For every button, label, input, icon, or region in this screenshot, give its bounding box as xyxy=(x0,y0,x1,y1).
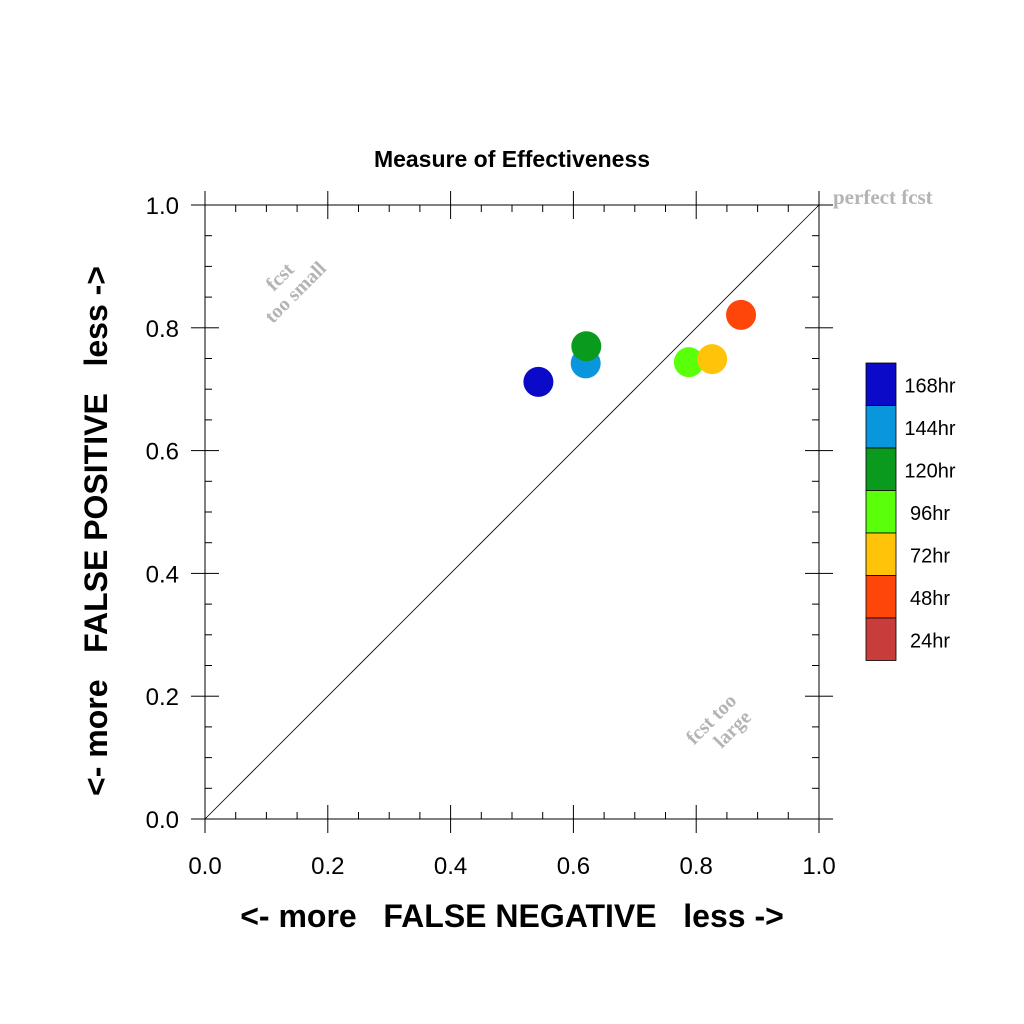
legend-swatch-24hr xyxy=(865,617,897,661)
too-large-annotation: fcst too large xyxy=(682,690,756,753)
x-tick-label: 1.0 xyxy=(802,853,835,880)
y-tick-labels: 0.0 0.2 0.4 0.6 0.8 1.0 xyxy=(146,193,179,834)
x-tick-label: 0.6 xyxy=(557,853,590,880)
legend-swatch-120hr xyxy=(865,447,897,491)
point-96hr xyxy=(673,347,704,378)
too-small-line-2: too small xyxy=(261,257,331,327)
x-tick-label: 0.8 xyxy=(680,853,713,880)
too-small-annotation: fcst too small xyxy=(261,257,331,327)
x-tick-labels: 0.0 0.2 0.4 0.6 0.8 1.0 xyxy=(188,853,835,880)
legend-label-24hr: 24hr xyxy=(910,630,950,652)
point-48hr xyxy=(726,299,757,330)
legend-label-72hr: 72hr xyxy=(910,545,950,567)
legend-swatch-72hr xyxy=(865,532,897,576)
y-tick-label: 0.6 xyxy=(146,439,179,466)
legend-label-120hr: 120hr xyxy=(904,460,955,482)
legend-swatch-48hr xyxy=(865,575,897,619)
y-tick-label: 0.4 xyxy=(146,561,179,588)
legend-swatch-96hr xyxy=(865,490,897,534)
legend-swatch-168hr xyxy=(865,362,897,406)
legend: 168hr 144hr 120hr 96hr 72hr 48hr 24hr xyxy=(865,362,956,661)
y-tick-label: 0.8 xyxy=(146,316,179,343)
x-axis-label: <- more FALSE NEGATIVE less -> xyxy=(240,898,784,934)
legend-label-168hr: 168hr xyxy=(904,375,955,397)
axis-ticks xyxy=(191,191,833,833)
legend-swatch-144hr xyxy=(865,405,897,449)
perfect-forecast-diagonal xyxy=(204,204,820,820)
perfect-forecast-label: perfect fcst xyxy=(833,185,933,209)
legend-label-48hr: 48hr xyxy=(910,588,950,610)
data-points xyxy=(523,299,757,397)
y-tick-label: 0.0 xyxy=(146,807,179,834)
legend-label-144hr: 144hr xyxy=(904,418,955,440)
point-120hr xyxy=(571,331,602,362)
y-tick-label: 0.2 xyxy=(146,684,179,711)
y-axis-label: <- more FALSE POSITIVE less -> xyxy=(78,266,114,796)
point-72hr xyxy=(697,344,728,375)
chart-title: Measure of Effectiveness xyxy=(374,146,650,172)
legend-label-96hr: 96hr xyxy=(910,503,950,525)
y-tick-label: 1.0 xyxy=(146,193,179,220)
point-168hr xyxy=(523,366,554,397)
x-tick-label: 0.0 xyxy=(188,853,221,880)
x-tick-label: 0.4 xyxy=(434,853,467,880)
x-tick-label: 0.2 xyxy=(311,853,344,880)
